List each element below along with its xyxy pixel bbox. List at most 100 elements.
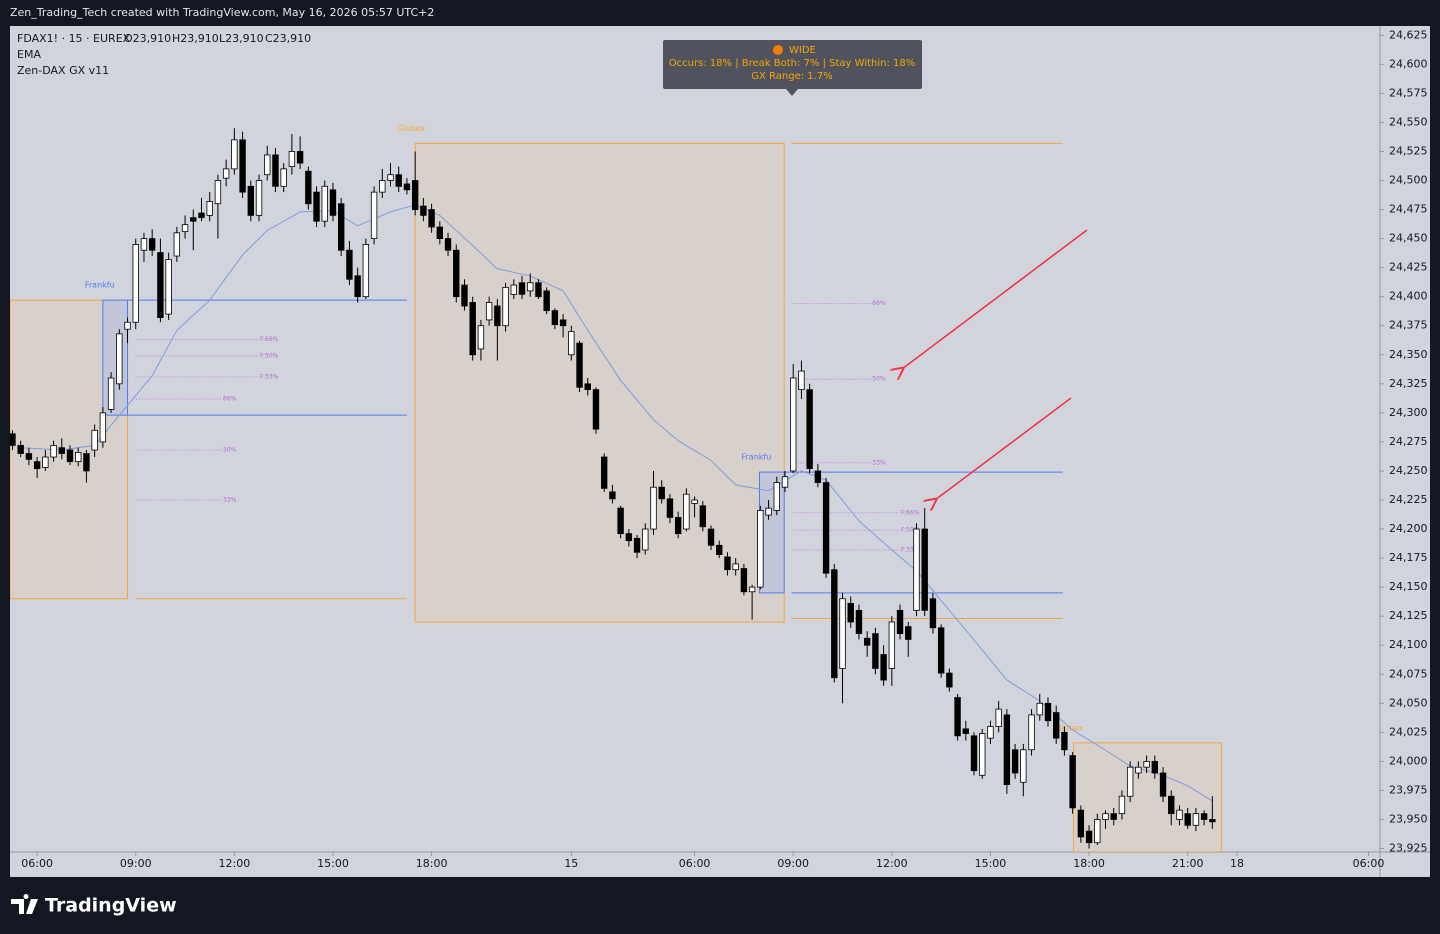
candle-body xyxy=(148,238,156,251)
candle-body xyxy=(83,453,90,472)
y-tick-label: 24,350 xyxy=(1389,348,1428,361)
candle-body xyxy=(527,282,534,292)
ohlc-low: L23,910 xyxy=(219,32,264,45)
candle-body xyxy=(206,201,213,216)
x-tick-label: 15:00 xyxy=(317,857,349,870)
candle-body xyxy=(444,238,452,251)
candle-body xyxy=(1094,819,1101,844)
candle-body xyxy=(970,735,978,772)
candle-body xyxy=(773,482,780,511)
candle-body xyxy=(420,205,427,216)
y-tick-label: 24,175 xyxy=(1389,551,1428,564)
candle-body xyxy=(551,310,559,325)
tooltip-title: WIDE xyxy=(789,45,816,56)
y-tick-label: 24,500 xyxy=(1389,174,1428,187)
candle-body xyxy=(790,377,797,472)
plot-area: GlobexGlobexFrankfuFrankfuF:66%F:50%F:33… xyxy=(10,124,1222,852)
candle-body xyxy=(411,180,419,210)
candle-body xyxy=(173,232,181,257)
candle-body xyxy=(954,697,961,737)
y-tick-label: 24,400 xyxy=(1389,290,1428,303)
candle-body xyxy=(354,275,361,298)
tooltip-dot xyxy=(773,45,783,55)
session-zone xyxy=(759,471,785,594)
candle-body xyxy=(979,733,986,776)
candle-body xyxy=(576,342,583,388)
candle-body xyxy=(584,383,591,391)
candle-body xyxy=(346,249,353,280)
candle-body xyxy=(822,482,830,574)
candle-body xyxy=(559,319,567,327)
candle-body xyxy=(872,633,879,669)
x-tick-label: 09:00 xyxy=(777,857,809,870)
candle-body xyxy=(321,185,328,222)
y-tick-label: 24,325 xyxy=(1389,377,1428,390)
candle-body xyxy=(683,493,690,530)
y-tick-label: 24,300 xyxy=(1389,406,1428,419)
level-label: F:33% xyxy=(260,373,279,380)
candle-body xyxy=(535,282,542,298)
candle-body xyxy=(1028,714,1035,751)
x-tick-label: 09:00 xyxy=(120,857,152,870)
candle-body xyxy=(1143,760,1150,768)
candle-body xyxy=(132,244,139,323)
y-tick-label: 24,250 xyxy=(1389,464,1428,477)
ema-legend[interactable]: EMA xyxy=(17,48,41,61)
candle-body xyxy=(781,476,789,488)
logo-mark xyxy=(11,893,38,914)
brand-logo: TradingView xyxy=(11,893,177,917)
candle-body xyxy=(264,154,271,176)
level-label: 33% xyxy=(223,496,237,503)
candle-body xyxy=(338,203,345,251)
candle-body xyxy=(633,537,641,553)
candle-body xyxy=(25,453,33,460)
x-tick-label: 06:00 xyxy=(21,857,53,870)
candle-body xyxy=(272,154,279,187)
candle-body xyxy=(880,654,887,681)
candle-body xyxy=(1036,702,1043,716)
candle-body xyxy=(116,333,123,385)
candle-body xyxy=(946,672,953,688)
y-tick-label: 24,050 xyxy=(1389,696,1428,709)
candle-body xyxy=(239,139,246,193)
tooltip-line: Occurs: 18% | Break Both: 7% | Stay With… xyxy=(669,58,916,69)
candle-body xyxy=(190,217,197,222)
x-tick-label: 18:00 xyxy=(1073,857,1105,870)
candle-body xyxy=(724,556,731,571)
study-legend[interactable]: Zen-DAX GX v11 xyxy=(17,64,109,77)
zone-label: Frankfu xyxy=(742,453,772,462)
candle-body xyxy=(58,447,65,454)
candle-body xyxy=(1126,766,1134,797)
candle-body xyxy=(543,290,550,312)
candle-body xyxy=(650,486,657,530)
y-tick-label: 24,125 xyxy=(1389,609,1428,622)
candle-body xyxy=(387,174,394,181)
x-tick-label: 12:00 xyxy=(876,857,908,870)
candle-body xyxy=(99,412,107,443)
level-label: 66% xyxy=(872,300,886,307)
candle-body xyxy=(658,486,665,500)
candle-body xyxy=(91,429,98,451)
candle-body xyxy=(921,528,928,611)
candle-body xyxy=(1011,749,1019,774)
level-label: F:66% xyxy=(260,336,279,343)
ema-line xyxy=(20,204,1213,802)
candle-body xyxy=(699,505,707,528)
tooltip-box xyxy=(663,40,922,89)
y-tick-label: 24,150 xyxy=(1389,580,1428,593)
candle-body xyxy=(370,191,378,239)
candle-body xyxy=(518,282,526,295)
candle-body xyxy=(1118,795,1126,815)
y-tick-label: 24,550 xyxy=(1389,115,1428,128)
candle-body xyxy=(905,626,912,640)
candle-body xyxy=(1110,813,1117,820)
candle-body xyxy=(1077,809,1085,838)
y-tick-label: 24,475 xyxy=(1389,203,1428,216)
candle-body xyxy=(66,449,74,463)
tooltip-line: GX Range: 1.7% xyxy=(751,71,832,82)
candle-body xyxy=(847,602,854,623)
candle-body xyxy=(1168,795,1175,815)
candle-body xyxy=(855,609,863,634)
candle-body xyxy=(1176,809,1183,820)
